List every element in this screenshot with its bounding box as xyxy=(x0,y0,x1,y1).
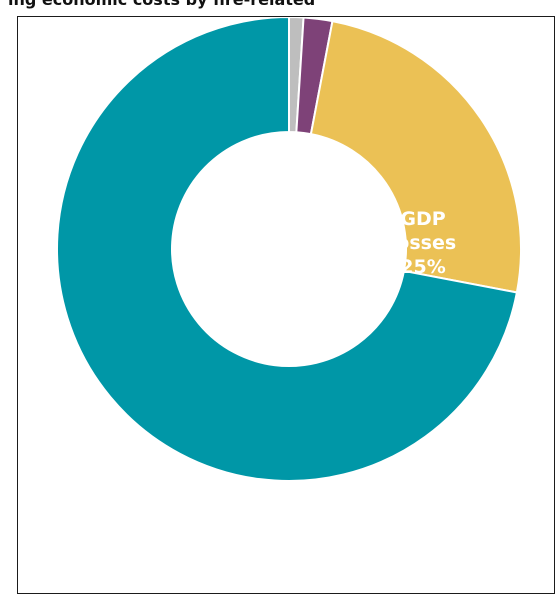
value-gdp-losses: 25% xyxy=(400,256,445,278)
chart-frame: Injuries1%Property2%GDPlosses25%Deaths72… xyxy=(17,0,555,594)
value-deaths: 72% xyxy=(264,503,309,525)
label-deaths: Deaths xyxy=(249,479,324,501)
label-gdp-losses-line2: losses xyxy=(390,232,456,254)
slice-gdp-losses xyxy=(309,19,522,294)
partial-title: ing economic costs by fire-related xyxy=(8,0,315,9)
slice-deaths xyxy=(56,15,519,482)
donut-chart: Injuries1%Property2%GDPlosses25%Deaths72… xyxy=(56,0,522,525)
label-gdp-losses-line1: GDP xyxy=(400,208,445,230)
